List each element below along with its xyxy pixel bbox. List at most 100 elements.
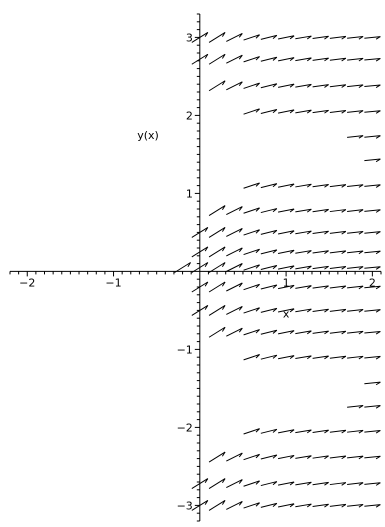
field-arrow — [295, 57, 312, 62]
field-arrow — [243, 307, 260, 314]
field-arrow — [243, 229, 260, 236]
field-arrow — [243, 502, 260, 509]
field-arrow — [347, 209, 364, 213]
field-arrow — [277, 481, 295, 486]
field-arrow — [295, 35, 312, 40]
field-arrow — [329, 330, 347, 335]
field-arrow — [329, 209, 347, 213]
field-arrow — [364, 184, 381, 188]
field-arrow — [347, 266, 364, 270]
field-arrow — [312, 429, 329, 434]
field-arrow — [243, 480, 260, 487]
field-arrow — [260, 428, 278, 434]
field-arrow — [260, 354, 278, 360]
field-arrow — [347, 355, 364, 360]
field-arrow — [329, 285, 347, 290]
field-arrow — [243, 264, 260, 271]
field-arrow — [347, 36, 364, 40]
field-arrow — [312, 481, 329, 486]
field-arrow — [329, 308, 347, 313]
field-arrow — [277, 355, 295, 360]
field-arrow — [226, 227, 243, 237]
field-arrow — [226, 263, 243, 272]
field-arrow — [364, 110, 381, 114]
field-arrow — [295, 429, 312, 434]
field-arrow — [364, 405, 381, 409]
field-arrow — [295, 308, 312, 313]
field-arrow — [260, 454, 278, 460]
field-arrow — [226, 500, 243, 510]
field-arrow — [174, 262, 191, 273]
y-tick-label: −2 — [177, 421, 193, 434]
field-arrow — [329, 482, 347, 486]
field-arrow — [295, 250, 312, 254]
field-arrow — [295, 83, 312, 88]
field-arrow — [329, 503, 347, 508]
field-arrow — [364, 250, 381, 255]
field-arrow — [243, 248, 260, 256]
field-arrow — [208, 80, 226, 92]
field-arrow — [312, 455, 329, 460]
field-arrow — [295, 503, 312, 508]
field-arrow — [243, 182, 260, 189]
field-arrow — [295, 330, 312, 335]
field-arrow — [295, 208, 312, 213]
x-tick-label: 2 — [369, 276, 376, 289]
minor-ticks — [9, 13, 382, 522]
y-tick-label: 3 — [186, 31, 193, 44]
field-arrow — [312, 109, 329, 114]
field-arrow — [312, 35, 329, 40]
field-arrow — [295, 285, 312, 289]
field-arrow — [260, 284, 278, 290]
field-arrow — [260, 481, 278, 487]
field-arrow — [277, 249, 295, 254]
field-arrow — [329, 230, 347, 235]
field-arrow — [277, 183, 295, 188]
field-arrow — [295, 230, 312, 235]
field-arrow — [243, 34, 260, 41]
x-tick-label: 1 — [283, 276, 290, 289]
field-arrow — [312, 330, 329, 335]
field-arrow — [347, 482, 364, 486]
field-arrow — [295, 109, 312, 114]
field-arrow — [277, 230, 295, 235]
field-arrow — [312, 250, 329, 254]
field-arrow — [364, 430, 381, 434]
field-arrow — [260, 34, 278, 40]
y-tick-label: −3 — [177, 499, 193, 512]
field-arrow — [208, 246, 226, 258]
field-arrow — [243, 428, 260, 435]
field-arrow — [347, 110, 364, 114]
field-arrow — [312, 503, 329, 508]
field-arrow — [226, 206, 243, 216]
field-arrow — [226, 327, 243, 337]
field-arrow — [329, 250, 347, 255]
field-arrow — [260, 229, 278, 235]
field-arrow — [243, 283, 260, 291]
field-arrow — [208, 53, 226, 65]
field-arrow — [347, 84, 364, 88]
field-arrow — [243, 354, 260, 361]
field-arrow — [364, 266, 381, 270]
field-arrow — [312, 84, 329, 88]
field-arrow — [364, 504, 381, 508]
y-tick-label: 1 — [186, 187, 193, 200]
field-arrow — [329, 84, 347, 88]
field-arrow — [347, 404, 364, 409]
field-arrow — [347, 184, 364, 188]
field-arrow — [243, 329, 260, 336]
field-arrow — [208, 226, 226, 238]
y-tick-label: −1 — [177, 343, 193, 356]
field-arrow — [364, 330, 381, 335]
field-arrow — [364, 158, 381, 163]
field-arrow — [226, 247, 243, 257]
x-axis-label: x — [283, 307, 290, 320]
field-arrow — [260, 183, 278, 189]
field-arrow — [364, 455, 381, 460]
field-arrow — [329, 110, 347, 114]
field-arrow — [364, 285, 381, 290]
field-arrow — [260, 109, 278, 114]
field-arrow — [277, 57, 295, 62]
field-arrow — [364, 381, 381, 386]
